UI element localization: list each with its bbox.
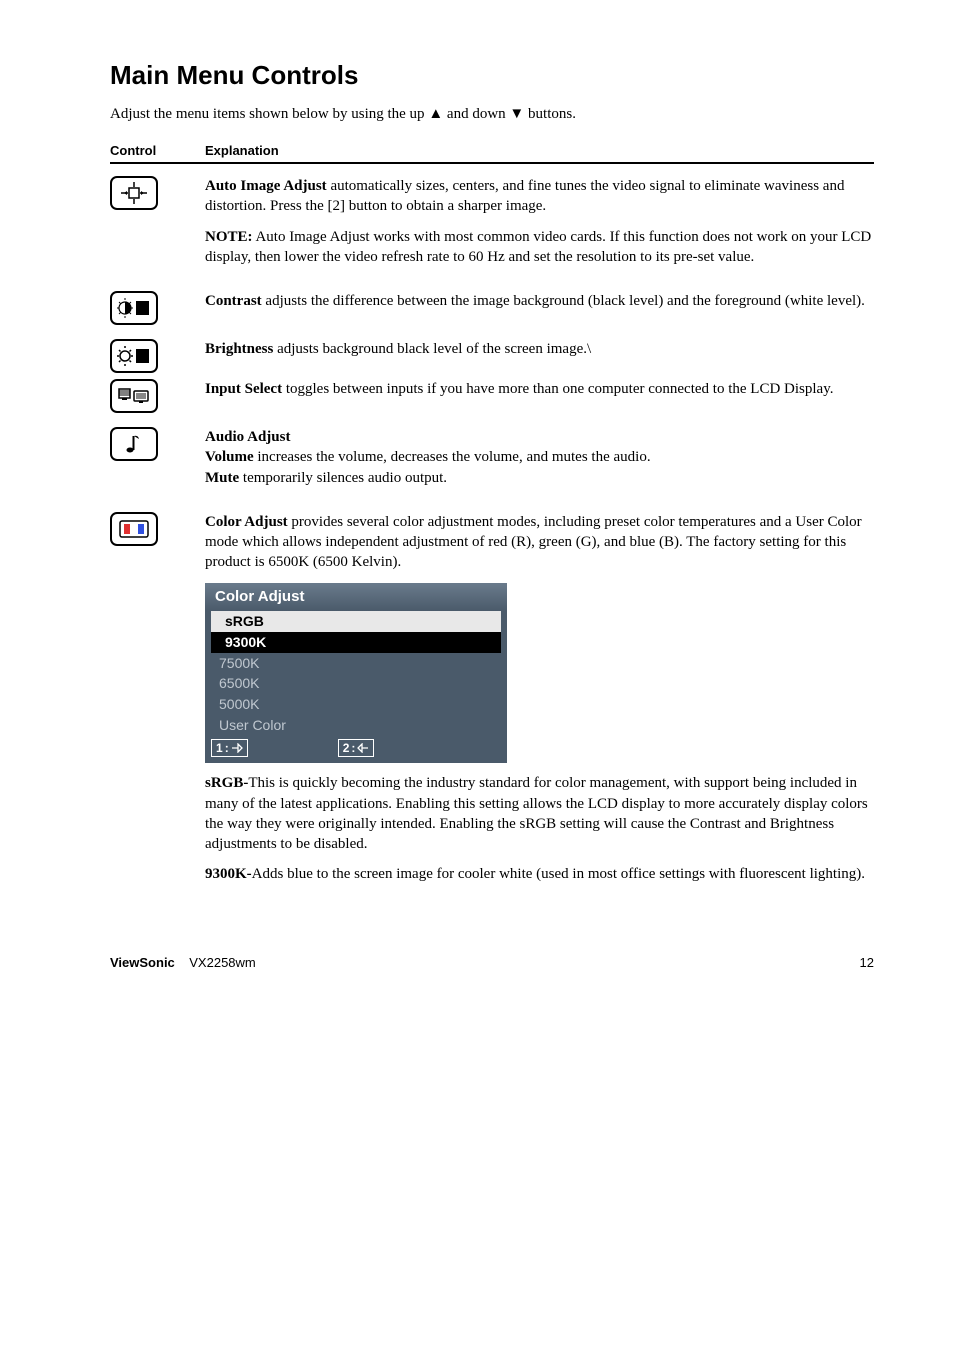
audio-mute-text: temporarily silences audio output. — [239, 470, 447, 486]
panel-footer: 1 : 2 : — [205, 736, 507, 763]
panel-item-srgb: sRGB — [211, 611, 501, 632]
audio-vol-text: increases the volume, decreases the volu… — [254, 449, 651, 465]
row-input-select: Input Select toggles between inputs if y… — [110, 379, 874, 413]
row-contrast: Contrast adjusts the difference between … — [110, 291, 874, 325]
header-explanation: Explanation — [205, 143, 874, 158]
srgb-text: This is quickly becoming the industry st… — [205, 775, 868, 852]
panel-item-6500k: 6500K — [205, 673, 507, 694]
color-label: Color Adjust — [205, 514, 288, 530]
page-title: Main Menu Controls — [110, 60, 874, 91]
auto-note-label: NOTE: — [205, 229, 253, 245]
contrast-icon — [110, 291, 158, 325]
k9300-text: Adds blue to the screen image for cooler… — [252, 866, 865, 882]
brightness-label: Brightness — [205, 341, 273, 357]
audio-vol-label: Volume — [205, 449, 254, 465]
audio-mute-label: Mute — [205, 470, 239, 486]
color-adjust-panel: Color Adjust sRGB 9300K 7500K 6500K 5000… — [205, 583, 507, 764]
table-header: Control Explanation — [110, 143, 874, 162]
row-brightness: Brightness adjusts background black leve… — [110, 339, 874, 373]
page-footer: ViewSonic VX2258wm 12 — [110, 955, 874, 970]
audio-title: Audio Adjust — [205, 429, 290, 445]
footer-model — [178, 955, 189, 970]
audio-adjust-icon — [110, 427, 158, 461]
panel-item-7500k: 7500K — [205, 653, 507, 674]
panel-title: Color Adjust — [205, 583, 507, 611]
row-auto-image-adjust: Auto Image Adjust automatically sizes, c… — [110, 176, 874, 277]
header-rule — [110, 162, 874, 164]
color-adjust-icon — [110, 512, 158, 546]
brightness-icon — [110, 339, 158, 373]
srgb-label: sRGB- — [205, 775, 248, 791]
header-control: Control — [110, 143, 205, 158]
input-label: Input Select — [205, 381, 282, 397]
contrast-text: adjusts the difference between the image… — [262, 293, 865, 309]
input-select-icon — [110, 379, 158, 413]
auto-image-adjust-icon — [110, 176, 158, 210]
intro-post: buttons. — [524, 106, 576, 122]
footer-model-text: VX2258wm — [189, 955, 255, 970]
panel-key-2: 2 : — [338, 739, 375, 757]
panel-key-1: 1 : — [211, 739, 248, 757]
k9300-label: 9300K- — [205, 866, 252, 882]
color-text: provides several color adjustment modes,… — [205, 514, 862, 571]
panel-item-user-color: User Color — [205, 715, 507, 736]
footer-page-number: 12 — [860, 955, 874, 970]
brightness-text: adjusts background black level of the sc… — [273, 341, 591, 357]
footer-brand: ViewSonic — [110, 955, 175, 970]
intro-pre: Adjust the menu items shown below by usi… — [110, 106, 428, 122]
down-glyph — [509, 106, 524, 122]
contrast-label: Contrast — [205, 293, 262, 309]
intro-text: Adjust the menu items shown below by usi… — [110, 106, 874, 123]
panel-body: sRGB 9300K 7500K 6500K 5000K User Color — [205, 611, 507, 736]
input-text: toggles between inputs if you have more … — [282, 381, 833, 397]
panel-item-5000k: 5000K — [205, 694, 507, 715]
auto-note-text: Auto Image Adjust works with most common… — [205, 229, 871, 265]
row-color-adjust: Color Adjust provides several color adju… — [110, 512, 874, 895]
panel-item-9300k: 9300K — [211, 632, 501, 653]
intro-mid: and down — [443, 106, 509, 122]
auto-label: Auto Image Adjust — [205, 178, 327, 194]
row-audio-adjust: Audio Adjust Volume increases the volume… — [110, 427, 874, 498]
up-glyph — [428, 106, 443, 122]
